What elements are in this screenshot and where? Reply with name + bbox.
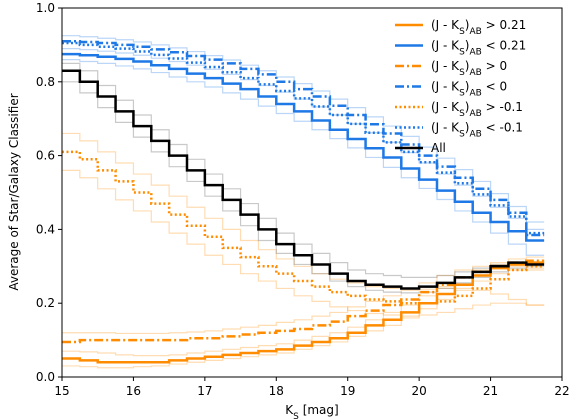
x-tick-label: 19 [340,384,355,398]
band-curve-4 [62,132,545,306]
x-tick-label: 21 [483,384,498,398]
series-line-5 [62,41,545,235]
series-line-0 [62,261,545,364]
band-curve-0 [62,267,545,369]
x-tick-label: 17 [197,384,212,398]
faint-band-curves [62,35,545,369]
y-tick-label: 0.8 [36,75,55,89]
y-tick-label: 0.4 [36,222,55,236]
x-tick-label: 18 [269,384,284,398]
band-curve-6 [62,47,545,230]
x-axis-ticks: 15 16 17 18 19 20 21 22 [54,377,570,398]
plot-frame [61,7,563,378]
series-line-3 [62,39,545,237]
series-line-4 [62,150,545,305]
x-tick-label: 22 [554,384,569,398]
y-axis-ticks: 0.0 0.2 0.4 0.6 0.8 1.0 [36,1,62,384]
y-tick-label: 1.0 [36,1,55,15]
x-axis-label: KS [mag] [285,403,338,420]
y-tick-label: 0.0 [36,370,55,384]
y-axis-label: Average of Star/Galaxy Classifier [7,93,21,290]
legend-label-6: All [431,141,446,155]
band-curve-2 [62,263,545,335]
x-tick-label: 15 [54,384,69,398]
series-line-6 [62,69,545,290]
band-curve-5 [62,59,545,256]
y-tick-label: 0.2 [36,296,55,310]
series-lines [62,39,545,364]
x-tick-label: 20 [412,384,427,398]
band-curve-7 [62,35,545,223]
x-tick-label: 16 [126,384,141,398]
band-curve-8 [62,81,545,294]
band-curve-9 [62,62,545,278]
series-line-1 [62,52,545,242]
band-curve-3 [62,169,545,317]
y-tick-label: 0.6 [36,149,55,163]
plot-background [62,8,562,377]
